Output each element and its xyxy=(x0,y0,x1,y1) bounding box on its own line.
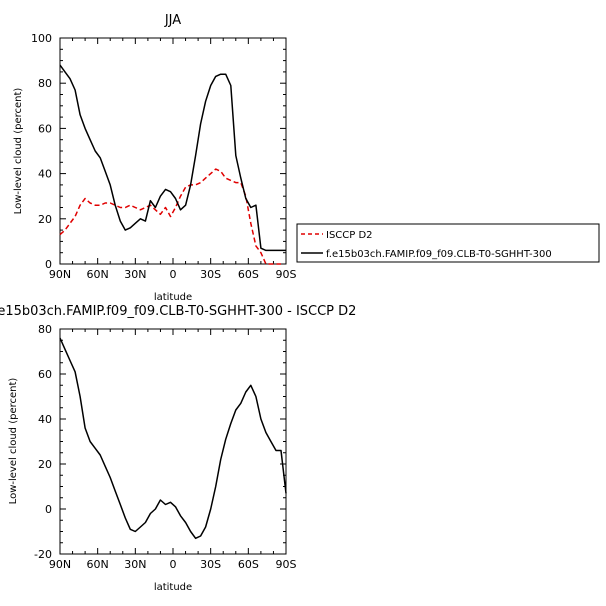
legend: ISCCP D2 f.e15b03ch.FAMIP.f09_f09.CLB-T0… xyxy=(296,223,600,263)
bottom-x-tick-labels: 90N 60N 30N 0 30S 60S 90S xyxy=(49,558,297,571)
legend-entry-model: f.e15b03ch.FAMIP.f09_f09.CLB-T0-SGHHT-30… xyxy=(326,249,552,260)
bottom-y-tick-label: 80 xyxy=(38,323,52,336)
bottom-plot-frame xyxy=(59,328,287,555)
top-y-tick-label: 80 xyxy=(38,77,52,90)
top-title: JJA xyxy=(164,13,181,28)
top-series xyxy=(59,64,286,265)
top-ticks xyxy=(59,37,287,265)
top-x-tick-label: 30N xyxy=(124,268,146,281)
top-x-tick-label: 60N xyxy=(87,268,109,281)
bottom-x-tick-label: 30S xyxy=(200,558,221,571)
bottom-y-tick-label: 60 xyxy=(38,368,52,381)
bottom-y-tick-label: 20 xyxy=(38,458,52,471)
top-y-axis-label: Low-level cloud (percent) xyxy=(13,88,24,215)
top-series-line-0 xyxy=(59,168,281,265)
bottom-x-axis-label: latitude xyxy=(154,582,192,593)
top-x-tick-label: 90S xyxy=(276,268,297,281)
bottom-title: f.e15b03ch.FAMIP.f09_f09.CLB-T0-SGHHT-30… xyxy=(0,304,356,319)
top-y-tick-label: 60 xyxy=(38,122,52,135)
bottom-series xyxy=(59,337,287,540)
bottom-x-tick-label: 60N xyxy=(87,558,109,571)
top-x-tick-label: 60S xyxy=(238,268,259,281)
top-x-axis-label: latitude xyxy=(154,292,192,303)
top-panel: JJA 90N 60N 30N 0 30S 60S 90S 0 20 40 60 80 100 lat… xyxy=(13,13,297,303)
bottom-panel: f.e15b03ch.FAMIP.f09_f09.CLB-T0-SGHHT-30… xyxy=(0,304,356,593)
bottom-y-tick-label: 40 xyxy=(38,413,52,426)
top-x-tick-labels: 90N 60N 30N 0 30S 60S 90S xyxy=(49,268,297,281)
top-y-tick-label: 100 xyxy=(31,32,52,45)
bottom-x-tick-label: 60S xyxy=(238,558,259,571)
top-x-tick-label: 30S xyxy=(200,268,221,281)
bottom-y-tick-label: -20 xyxy=(34,548,52,561)
legend-box xyxy=(296,223,600,263)
top-x-tick-label: 90N xyxy=(49,268,71,281)
bottom-x-tick-label: 90S xyxy=(276,558,297,571)
bottom-ticks xyxy=(59,328,287,555)
top-y-tick-label: 20 xyxy=(38,213,52,226)
bottom-x-tick-label: 90N xyxy=(49,558,71,571)
top-y-tick-label: 0 xyxy=(45,258,52,271)
top-series-line-1 xyxy=(59,64,286,252)
top-y-tick-labels: 0 20 40 60 80 100 xyxy=(31,32,52,271)
legend-entry-isccp: ISCCP D2 xyxy=(326,230,373,241)
bottom-y-axis-label: Low-level cloud (percent) xyxy=(8,378,19,505)
bottom-y-tick-labels: -20 0 20 40 60 80 xyxy=(34,323,52,561)
bottom-y-tick-label: 0 xyxy=(45,503,52,516)
bottom-x-tick-label: 30N xyxy=(124,558,146,571)
bottom-series-line-0 xyxy=(59,337,287,540)
top-y-tick-label: 40 xyxy=(38,168,52,181)
bottom-x-tick-label: 0 xyxy=(170,558,177,571)
top-x-tick-label: 0 xyxy=(170,268,177,281)
